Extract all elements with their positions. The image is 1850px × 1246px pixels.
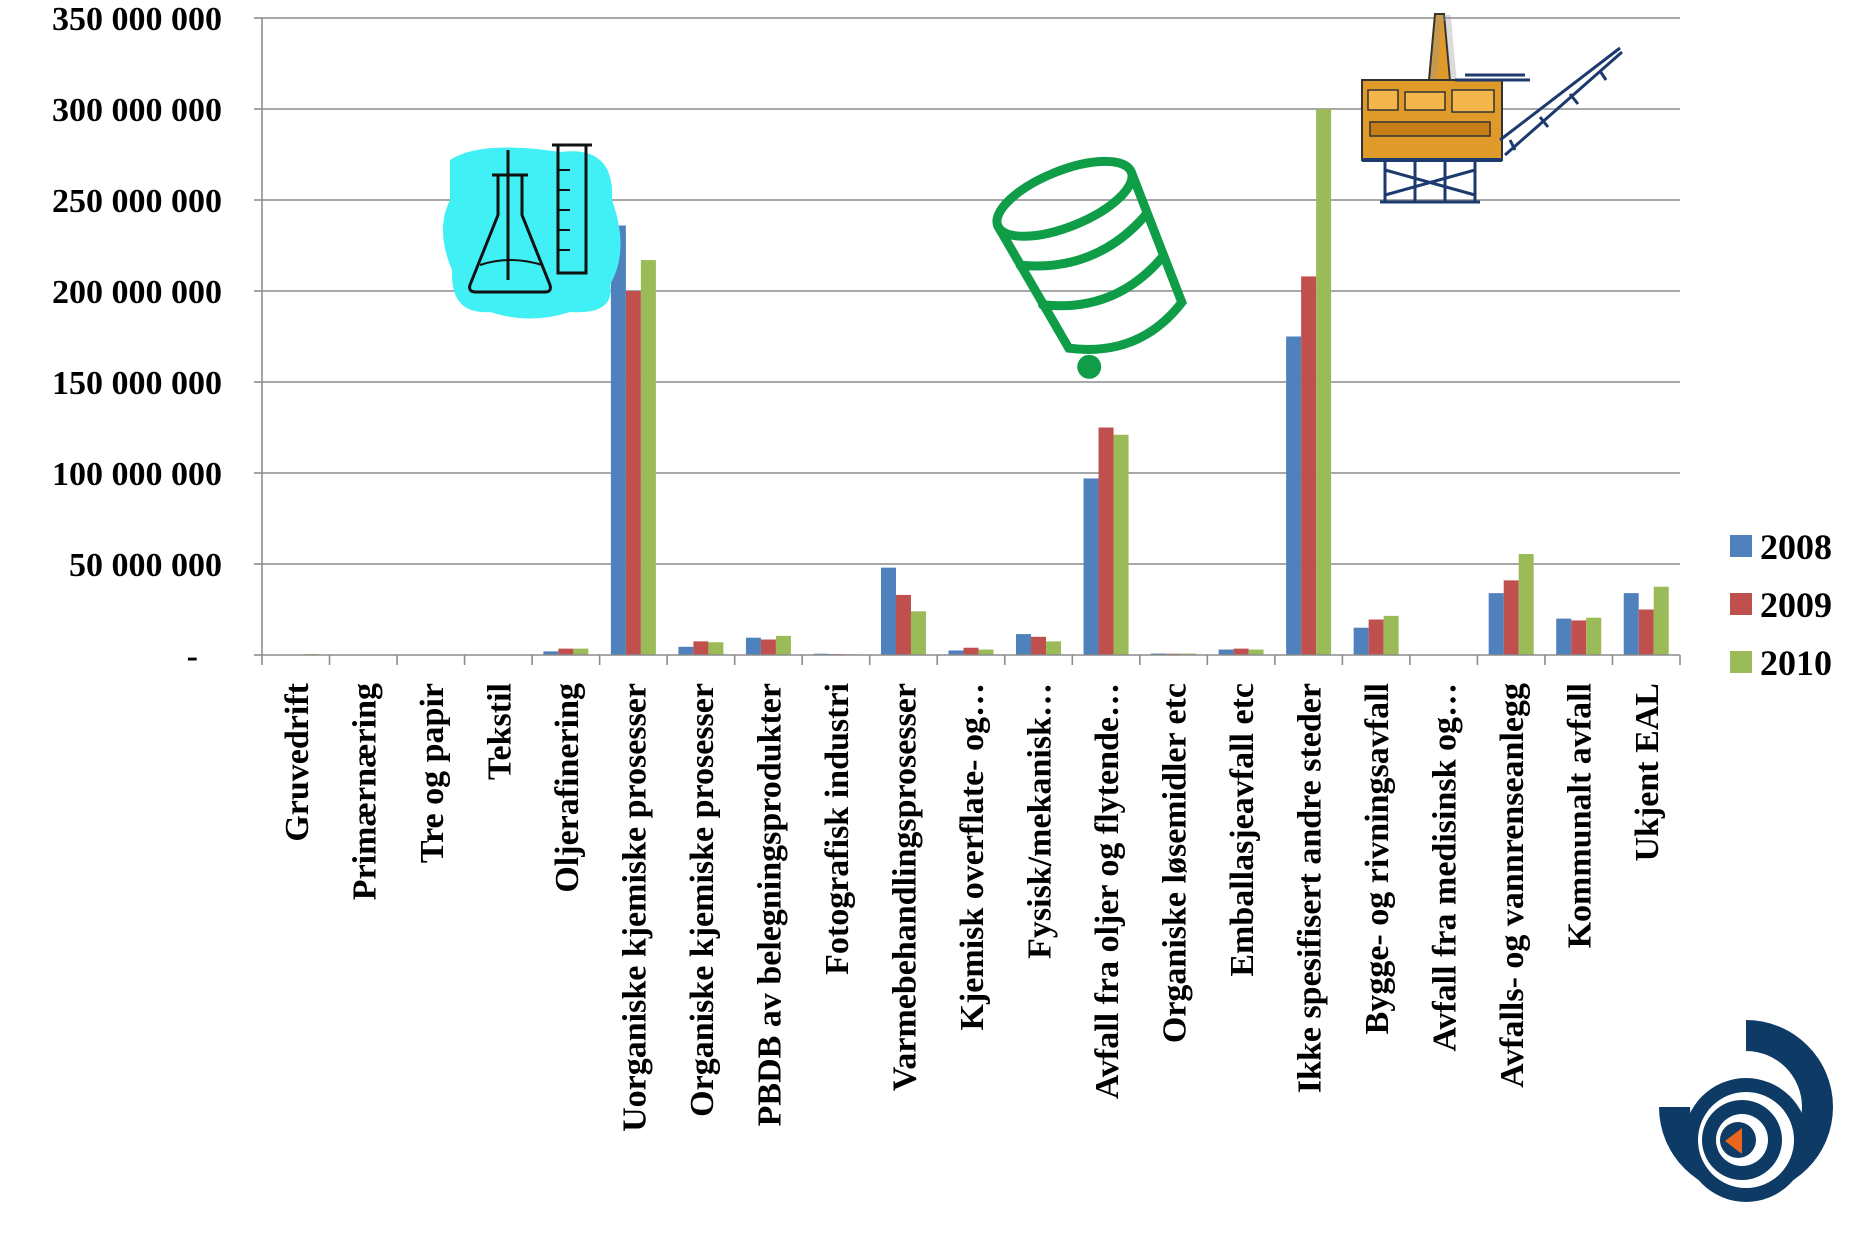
legend-swatch-2008: [1730, 535, 1752, 557]
bar-2010: [573, 648, 589, 655]
legend-swatch-2009: [1730, 593, 1752, 615]
bar-2010: [640, 260, 656, 655]
oil-platform-clipart: [1361, 13, 1623, 204]
x-tick-label: Fotografisk industri: [819, 683, 856, 975]
brand-logo: [1659, 1020, 1833, 1202]
x-tick-label: Primærnæring: [346, 683, 383, 900]
bar-2008: [1488, 593, 1504, 655]
x-tick-label: Gruvedrift: [279, 682, 316, 841]
legend-label-2009: 2009: [1760, 585, 1832, 625]
bar-2008: [1016, 634, 1032, 655]
bar-2008: [543, 651, 559, 655]
bar-2010: [910, 611, 926, 655]
bar-2009: [1098, 427, 1114, 655]
legend: 2008 2009 2010: [1730, 527, 1832, 683]
x-tick-label: Bygge- og rivningsavfall: [1359, 683, 1396, 1034]
x-tick-label: Varmebehandlingsprosesser: [886, 683, 923, 1091]
x-tick-label: Ukjent EAL: [1629, 683, 1666, 862]
bar-2008: [1353, 627, 1369, 655]
x-tick-label: Oljerafinering: [549, 683, 586, 893]
bar-2010: [1316, 109, 1332, 655]
x-tick-label: Tre og papir: [414, 683, 451, 863]
y-tick-label: 150 000 000: [52, 365, 222, 402]
x-tick-label: Ikke spesifisert andre steder: [1292, 683, 1329, 1093]
y-tick-label: 200 000 000: [52, 274, 222, 311]
bar-2010: [708, 642, 724, 655]
bar-2008: [1286, 336, 1302, 655]
bar-2010: [1248, 649, 1264, 655]
y-tick-label: 250 000 000: [52, 183, 222, 220]
legend-label-2010: 2010: [1760, 643, 1832, 683]
x-axis: Gruvedrift Primærnæring Tre og papir Teksti…: [261, 654, 1681, 1132]
bar-2010: [1518, 553, 1534, 655]
x-tick-label: Kjemisk overflate- og…: [954, 683, 991, 1030]
bar-2009: [1301, 276, 1317, 655]
y-axis: - 50 000 000 100 000 000 150 000 000 200 000…: [52, 1, 263, 675]
x-tick-label: Avfalls- og vannrenseanlegg: [1494, 683, 1531, 1088]
bar-2009: [760, 639, 776, 655]
bar-2010: [978, 649, 994, 655]
bar-2010: [1113, 434, 1129, 655]
bar-2008: [880, 567, 896, 655]
bar-2009: [1571, 620, 1587, 655]
bar-2009: [895, 594, 911, 655]
bar-2009: [693, 641, 709, 655]
bar-2008: [745, 637, 761, 655]
y-tick-label: 300 000 000: [52, 92, 222, 129]
bar-2008: [1556, 618, 1572, 655]
x-tick-label: Uorganiske kjemiske prosesser: [616, 683, 653, 1132]
x-tick-label: Tekstil: [481, 683, 518, 780]
bar-2010: [1046, 641, 1062, 655]
legend-label-2008: 2008: [1760, 527, 1832, 567]
x-tick-label: Organiske løsemidler etc: [1157, 683, 1194, 1043]
bar-2009: [1368, 619, 1384, 655]
y-tick-label: -: [187, 638, 198, 675]
bar-2010: [1586, 617, 1602, 655]
bars: [273, 109, 1669, 656]
y-tick-label: 350 000 000: [52, 1, 222, 38]
x-tick-label: Emballasjeavfall etc: [1224, 683, 1261, 977]
bar-2009: [558, 648, 574, 655]
bar-2009: [1503, 580, 1519, 655]
bar-2009: [963, 647, 979, 655]
bar-2009: [1233, 648, 1249, 655]
bar-2008: [610, 225, 626, 656]
x-tick-label: Avfall fra medisinsk og…: [1427, 683, 1464, 1052]
x-tick-label: Organiske kjemiske prosesser: [684, 683, 721, 1117]
y-tick-label: 50 000 000: [69, 547, 222, 584]
bar-2008: [1218, 649, 1234, 655]
bar-2008: [678, 646, 694, 655]
lab-flask-clipart: [442, 143, 621, 319]
x-tick-label: Kommunalt avfall: [1562, 683, 1599, 948]
x-tick-label: Fysisk/mekanisk…: [1022, 683, 1059, 959]
bar-2010: [1653, 586, 1669, 655]
green-barrel-clipart: [992, 156, 1187, 379]
bar-2010: [775, 635, 791, 655]
bar-2010: [1383, 615, 1399, 655]
bar-2009: [1031, 636, 1047, 655]
y-tick-label: 100 000 000: [52, 456, 222, 493]
bar-2008: [948, 650, 964, 655]
x-tick-label: Avfall fra oljer og flytende…: [1089, 683, 1126, 1099]
bar-2008: [1623, 593, 1639, 655]
legend-swatch-2010: [1730, 651, 1752, 673]
bar-2009: [625, 291, 641, 655]
x-tick-label: PBDB av belegningsprodukter: [751, 683, 788, 1126]
bar-2008: [1083, 478, 1099, 655]
bar-2009: [1638, 609, 1654, 655]
